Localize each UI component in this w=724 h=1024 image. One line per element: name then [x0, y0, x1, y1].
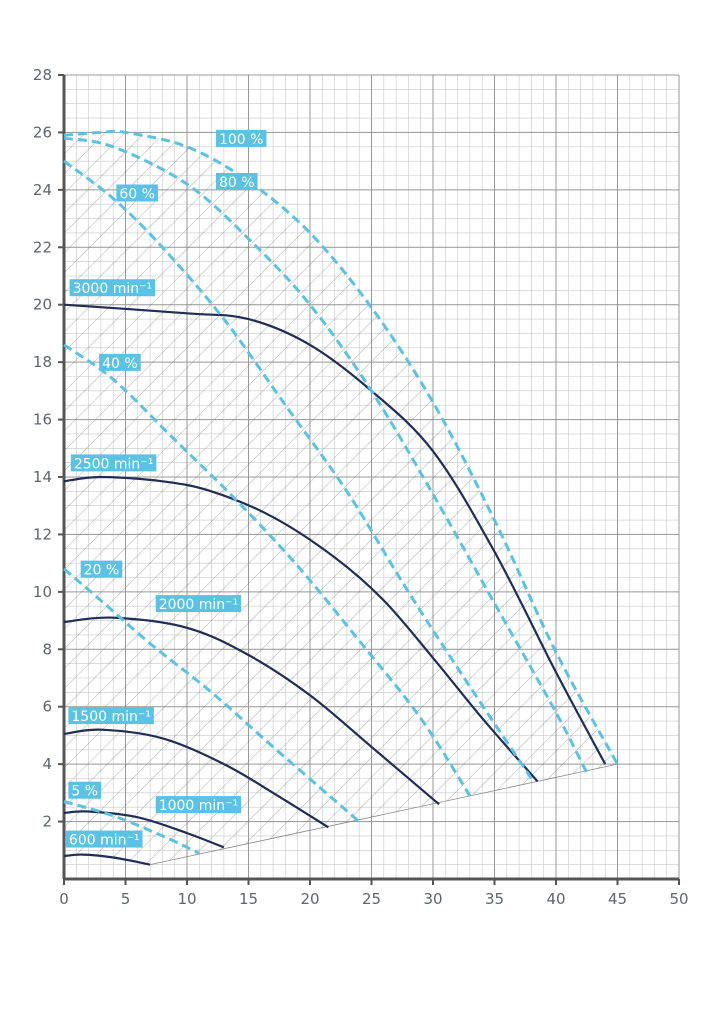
y-tick-label: 24	[33, 181, 52, 199]
efficiency-curve-label: 40 %	[99, 353, 141, 372]
x-tick-label: 25	[362, 890, 381, 908]
speed-curve-label-box	[70, 454, 157, 472]
speed-curve-label-box	[155, 595, 242, 613]
y-tick-label: 14	[33, 468, 52, 486]
x-tick-label: 50	[669, 890, 688, 908]
x-tick-label: 30	[423, 890, 442, 908]
speed-curve	[63, 853, 151, 866]
efficiency-curve-label: 100 %	[215, 129, 267, 148]
speed-curve	[63, 810, 225, 849]
speed-curve-label-text: 3000 min⁻¹	[73, 281, 152, 297]
efficiency-curve-label-box	[80, 560, 123, 578]
efficiency-curve-label-text: 40 %	[102, 356, 138, 372]
efficiency-curve-label-text: 5 %	[71, 784, 98, 800]
x-tick-label: 0	[59, 890, 69, 908]
speed-curve-label: 3000 min⁻¹	[69, 279, 156, 297]
efficiency-curve-label: 60 %	[116, 184, 158, 202]
x-tick-label: 35	[485, 890, 504, 908]
speed-curve-label-text: 1500 min⁻¹	[71, 709, 150, 725]
efficiency-curve	[63, 159, 533, 780]
x-tick-label: 5	[121, 890, 131, 908]
efficiency-curve-label: 80 %	[215, 172, 258, 191]
speed-curve-label: 1000 min⁻¹	[155, 796, 242, 814]
efficiency-curve	[63, 136, 589, 774]
y-tick-label: 8	[42, 640, 52, 658]
operating-range-area	[64, 131, 618, 865]
efficiency-curve	[63, 343, 472, 797]
efficiency-curve-label-text: 60 %	[119, 186, 155, 202]
speed-curve-label: 600 min⁻¹	[65, 830, 143, 849]
speed-curve	[63, 303, 607, 765]
efficiency-curve-label-box	[99, 353, 141, 371]
efficiency-curve-label-text: 20 %	[84, 563, 120, 579]
speed-curve-label-text: 600 min⁻¹	[69, 833, 140, 849]
speed-curve-label: 1500 min⁻¹	[68, 707, 154, 725]
efficiency-curves	[63, 129, 619, 855]
efficiency-curve-label: 5 %	[68, 781, 102, 800]
x-tick-label: 15	[239, 890, 258, 908]
efficiency-curve-label-text: 100 %	[219, 132, 263, 148]
x-tick-label: 20	[300, 890, 319, 908]
y-tick-label: 4	[42, 755, 52, 773]
speed-curve	[63, 728, 329, 829]
y-tick-label: 18	[33, 353, 52, 371]
speed-curve-label-box	[69, 279, 156, 297]
axes: 0 5 10 15 20 25 30 35 40 45 5024681012141618202224…	[33, 66, 689, 908]
curve-labels: 3000 min⁻¹ 2500 min⁻¹ 2000 min⁻¹ 1500 min⁻¹…	[65, 129, 267, 849]
speed-curves	[63, 303, 607, 866]
speed-curve-label-box	[65, 830, 143, 848]
efficiency-curve	[63, 567, 361, 823]
speed-curve-label-text: 2500 min⁻¹	[74, 456, 153, 472]
y-tick-label: 26	[33, 123, 52, 141]
speed-curve-label-box	[68, 707, 154, 725]
efficiency-curve	[63, 800, 200, 855]
y-tick-label: 6	[42, 698, 52, 716]
speed-curve-label-box	[155, 796, 242, 814]
y-tick-label: 10	[33, 583, 52, 601]
efficiency-curve-label: 20 %	[80, 560, 123, 579]
y-tick-label: 28	[33, 66, 52, 84]
operating-range-hatch	[64, 131, 618, 866]
speed-curve-label: 2000 min⁻¹	[155, 595, 242, 613]
x-tick-label: 45	[608, 890, 627, 908]
operating-range-boundary	[150, 763, 618, 866]
speed-curve-label-text: 2000 min⁻¹	[159, 597, 238, 613]
y-tick-label: 22	[33, 238, 52, 256]
y-tick-label: 16	[33, 411, 52, 429]
x-tick-label: 40	[546, 890, 565, 908]
efficiency-curve-label-box	[116, 184, 158, 202]
speed-curve	[63, 475, 539, 783]
efficiency-curve-label-box	[215, 172, 258, 190]
x-tick-label: 10	[177, 890, 196, 908]
speed-curve	[63, 616, 440, 806]
y-tick-label: 12	[33, 525, 52, 543]
speed-curve-label-text: 1000 min⁻¹	[159, 798, 238, 814]
efficiency-curve	[63, 129, 619, 765]
y-tick-label: 20	[33, 296, 52, 314]
speed-curve-label: 2500 min⁻¹	[70, 454, 157, 472]
y-tick-label: 2	[42, 813, 52, 831]
efficiency-curve-label-text: 80 %	[219, 175, 255, 191]
efficiency-curve-label-box	[68, 781, 102, 799]
efficiency-curve-label-box	[215, 129, 267, 147]
